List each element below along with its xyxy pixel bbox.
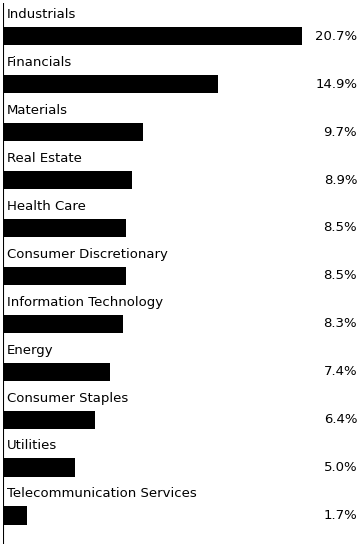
Text: Utilities: Utilities [7,439,57,452]
Text: 20.7%: 20.7% [315,30,357,43]
Bar [3,411,95,429]
Text: 1.7%: 1.7% [324,509,357,522]
Text: Telecommunication Services: Telecommunication Services [7,487,197,501]
Text: 7.4%: 7.4% [324,365,357,378]
Bar [3,75,218,94]
Bar [3,171,131,189]
Text: Energy: Energy [7,344,54,357]
Bar [3,267,126,285]
Text: Health Care: Health Care [7,200,86,213]
Bar [3,27,302,45]
Text: Consumer Staples: Consumer Staples [7,392,129,405]
Bar [3,507,27,525]
Text: Financials: Financials [7,56,72,69]
Text: 8.5%: 8.5% [324,222,357,235]
Text: 6.4%: 6.4% [324,413,357,426]
Text: 9.7%: 9.7% [324,126,357,138]
Text: Consumer Discretionary: Consumer Discretionary [7,248,168,261]
Bar [3,123,143,141]
Text: 5.0%: 5.0% [324,461,357,474]
Bar [3,363,110,381]
Text: Real Estate: Real Estate [7,152,82,165]
Text: 14.9%: 14.9% [315,78,357,91]
Text: Materials: Materials [7,104,68,117]
Text: Industrials: Industrials [7,8,76,21]
Text: 8.5%: 8.5% [324,269,357,282]
Bar [3,315,123,333]
Bar [3,219,126,237]
Bar [3,458,75,476]
Text: 8.9%: 8.9% [324,173,357,187]
Text: Information Technology: Information Technology [7,296,163,309]
Text: 8.3%: 8.3% [324,317,357,330]
